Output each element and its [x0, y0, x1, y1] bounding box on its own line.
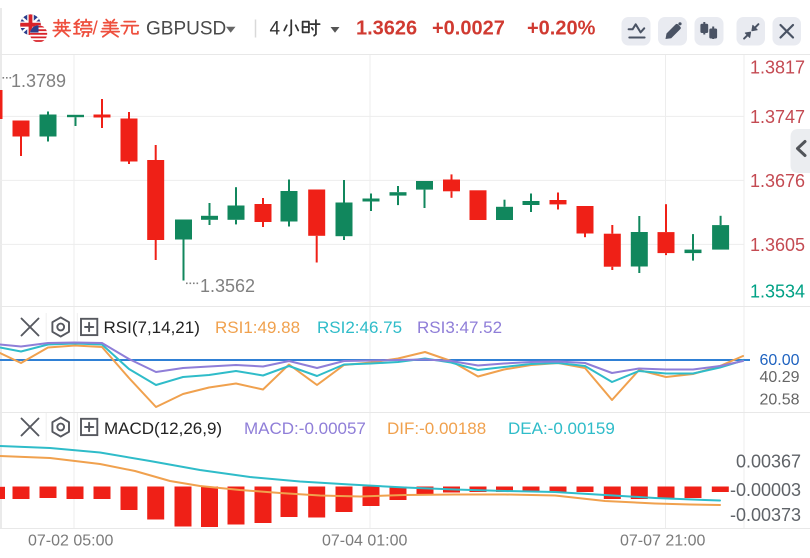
- svg-text:40.29: 40.29: [760, 369, 800, 386]
- svg-text:1.3605: 1.3605: [750, 235, 805, 255]
- svg-text:20.58: 20.58: [760, 391, 800, 408]
- svg-text:1.3534: 1.3534: [750, 282, 805, 302]
- svg-text:DEA:-0.00159: DEA:-0.00159: [508, 419, 615, 438]
- svg-text:1.3747: 1.3747: [750, 107, 805, 127]
- svg-text:07-07 21:00: 07-07 21:00: [620, 533, 706, 550]
- svg-text:60.00: 60.00: [760, 352, 800, 369]
- svg-text:07-04 01:00: 07-04 01:00: [322, 533, 408, 550]
- svg-text:GBPUSD: GBPUSD: [146, 19, 226, 40]
- svg-text:1.3789: 1.3789: [11, 71, 66, 91]
- svg-text:+0.20%: +0.20%: [527, 18, 596, 40]
- svg-text:/: /: [93, 19, 99, 40]
- svg-text:+0.0027: +0.0027: [432, 18, 505, 40]
- svg-text:-0.00003: -0.00003: [730, 480, 801, 500]
- svg-text:RSI3:47.52: RSI3:47.52: [417, 318, 502, 337]
- svg-text:MACD:-0.00057: MACD:-0.00057: [244, 419, 366, 438]
- svg-text:-0.00373: -0.00373: [730, 505, 801, 525]
- svg-text:1.3626: 1.3626: [356, 18, 417, 40]
- svg-text:DIF:-0.00188: DIF:-0.00188: [387, 419, 486, 438]
- svg-text:0.00367: 0.00367: [736, 452, 801, 472]
- svg-text:1.3562: 1.3562: [200, 276, 255, 296]
- svg-text:4: 4: [270, 19, 281, 40]
- svg-text:RSI2:46.75: RSI2:46.75: [317, 318, 402, 337]
- svg-text:1.3676: 1.3676: [750, 171, 805, 191]
- svg-text:RSI(7,14,21): RSI(7,14,21): [104, 318, 200, 337]
- svg-text:07-02 05:00: 07-02 05:00: [28, 533, 114, 550]
- svg-text:RSI1:49.88: RSI1:49.88: [215, 318, 300, 337]
- svg-text:MACD(12,26,9): MACD(12,26,9): [104, 419, 222, 438]
- svg-text:1.3817: 1.3817: [750, 58, 805, 78]
